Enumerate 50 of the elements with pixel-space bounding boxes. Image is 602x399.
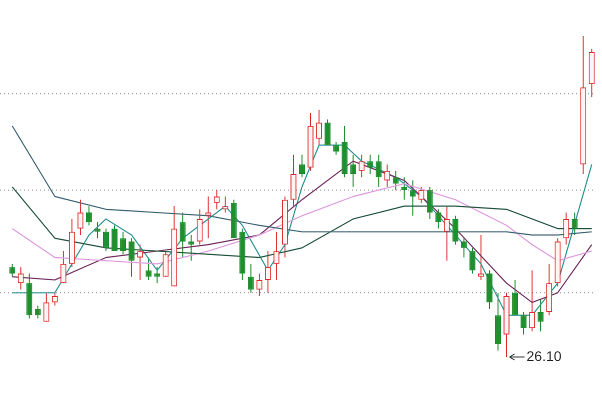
candlestick xyxy=(43,292,50,322)
candlestick xyxy=(444,206,450,262)
candlestick xyxy=(324,118,331,146)
candlestick xyxy=(60,250,66,284)
candlestick xyxy=(256,273,262,297)
candlestick xyxy=(103,228,109,252)
candlestick xyxy=(435,208,442,230)
candlestick xyxy=(120,231,126,255)
candlestick xyxy=(222,196,228,214)
candlestick xyxy=(367,154,374,175)
candlestick xyxy=(162,250,169,278)
candlestick xyxy=(316,109,322,146)
candlestick xyxy=(572,212,578,236)
candlestick xyxy=(205,196,212,239)
candlestick xyxy=(410,180,416,216)
candlestick xyxy=(512,279,518,316)
candlestick xyxy=(478,234,484,280)
candlestick xyxy=(248,263,254,294)
candlestick xyxy=(214,190,220,210)
candlestick xyxy=(384,164,390,188)
candlestick xyxy=(418,186,424,204)
candlestick xyxy=(290,154,296,207)
candlestick xyxy=(358,154,365,178)
candlestick xyxy=(9,263,16,278)
candlestick xyxy=(563,212,570,246)
candlestick xyxy=(273,231,280,280)
candlestick xyxy=(264,250,271,294)
candlestick xyxy=(34,305,41,319)
candlestick xyxy=(538,298,544,332)
annotation: 26.10 xyxy=(526,348,562,364)
candlestick xyxy=(112,224,118,252)
candlestick xyxy=(137,244,144,280)
candlestick xyxy=(529,270,536,332)
candlestick xyxy=(520,312,527,336)
candlestick xyxy=(52,292,58,306)
candlestick xyxy=(146,256,152,280)
candlestick xyxy=(180,212,186,258)
candlestick xyxy=(426,186,433,220)
candlestick xyxy=(350,154,356,188)
candlestick xyxy=(94,222,100,239)
candlestick xyxy=(18,266,24,290)
candlestick xyxy=(452,215,458,246)
candlestick xyxy=(376,154,382,188)
candlestick xyxy=(460,238,467,258)
candlestick xyxy=(154,266,160,284)
candlestick xyxy=(392,170,399,191)
candlestick xyxy=(469,247,476,274)
candlestick xyxy=(333,141,340,156)
candlestick xyxy=(77,199,84,236)
candlestick xyxy=(128,238,135,278)
